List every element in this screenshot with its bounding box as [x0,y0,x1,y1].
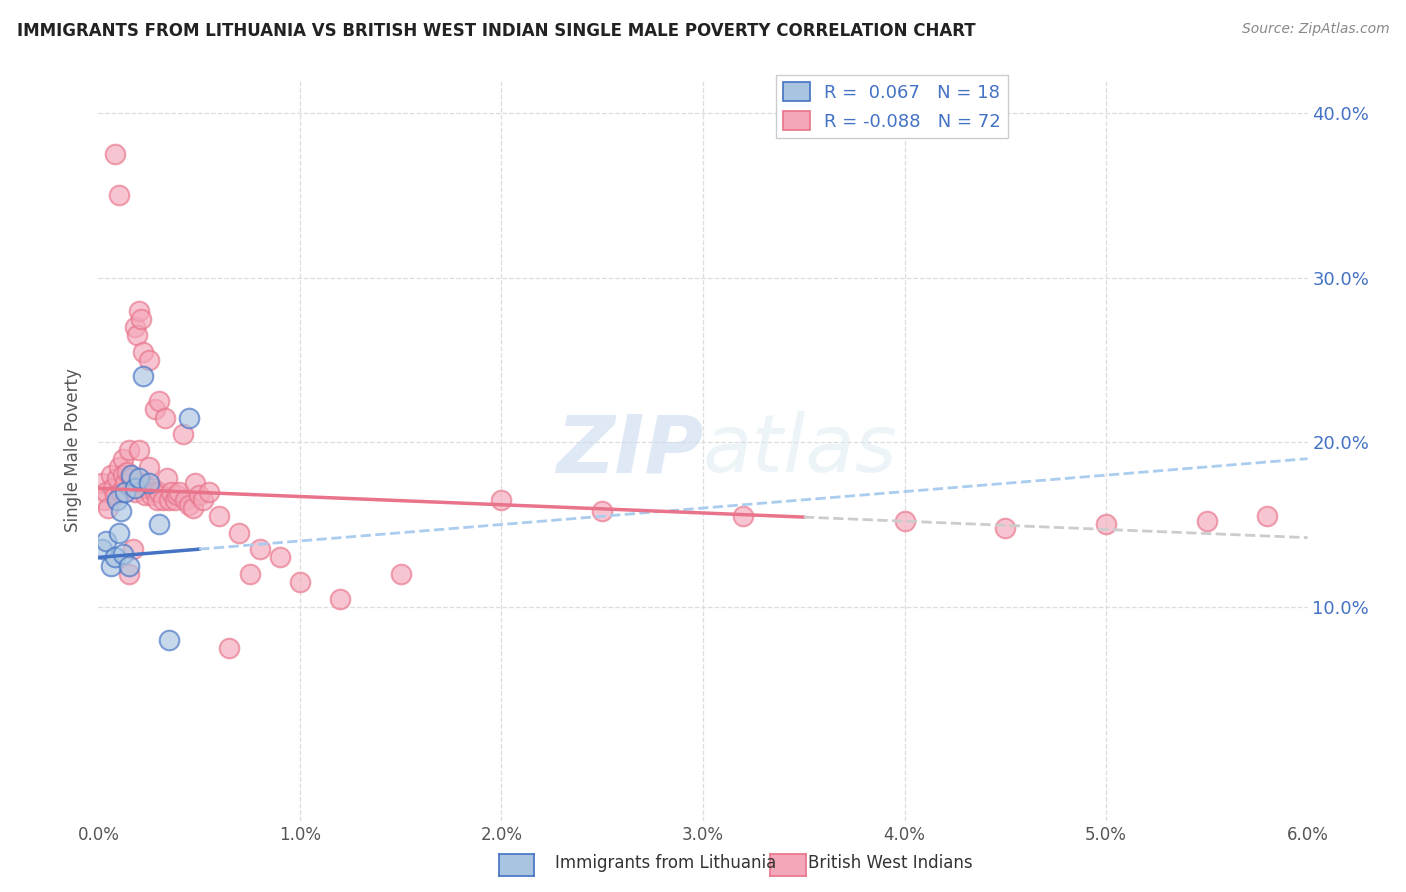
Point [128,303,150,318]
Point [329,591,352,606]
Point [138,459,160,474]
Point [110,484,132,499]
Point [107,188,129,202]
Point [167,484,190,499]
Point [218,640,240,655]
Point [389,566,412,581]
Point [288,575,311,590]
Point [249,542,271,557]
Y-axis label: Single Male Poverty: Single Male Poverty [65,368,83,533]
Point [124,320,146,334]
Point [153,410,176,425]
Point [100,468,122,483]
Point [121,542,143,557]
Point [124,481,146,495]
Point [100,558,122,573]
Point [103,488,125,502]
Point [91,476,114,491]
Point [103,147,125,161]
Point [179,498,201,512]
Point [128,471,150,485]
Point [118,558,141,573]
Point [105,471,128,485]
Point [893,514,915,528]
Point [118,443,141,458]
Point [107,525,129,540]
Point [193,492,215,507]
Point [146,492,169,507]
Point [228,525,250,540]
Point [172,427,194,442]
Point [163,492,186,507]
Point [97,501,120,516]
Point [184,476,207,491]
Point [160,484,183,499]
Point [239,566,262,581]
Point [132,344,155,359]
Point [93,492,115,507]
Point [138,476,160,491]
Point [110,504,132,518]
Point [1195,514,1218,528]
Point [91,542,114,557]
Text: IMMIGRANTS FROM LITHUANIA VS BRITISH WEST INDIAN SINGLE MALE POVERTY CORRELATION: IMMIGRANTS FROM LITHUANIA VS BRITISH WES… [17,22,976,40]
Point [105,492,128,507]
Point [491,492,513,507]
Point [157,632,180,647]
Point [1256,509,1278,524]
Text: British West Indians: British West Indians [808,855,973,872]
Point [143,484,166,499]
Point [111,451,134,466]
Legend: R =  0.067   N = 18, R = -0.088   N = 72: R = 0.067 N = 18, R = -0.088 N = 72 [776,75,1008,137]
Point [132,476,155,491]
Point [132,369,155,384]
Point [143,402,166,417]
Point [129,311,152,326]
Point [120,471,142,485]
Point [166,488,188,502]
Point [174,492,197,507]
Point [157,492,180,507]
Point [269,550,291,565]
Point [148,484,170,499]
Point [148,517,170,532]
Point [101,481,124,495]
Point [128,443,150,458]
Text: ZIP: ZIP [555,411,703,490]
Point [148,394,170,409]
Point [118,566,141,581]
Point [111,468,134,483]
Point [138,353,160,368]
Point [125,328,148,343]
Point [139,488,162,502]
Point [114,484,136,499]
Point [591,504,613,518]
Point [179,410,201,425]
Point [115,465,138,479]
Point [181,501,204,516]
Point [142,481,165,495]
Point [111,547,134,561]
Point [134,488,156,502]
Point [156,471,179,485]
Point [114,476,136,491]
Point [124,484,146,499]
Point [103,550,125,565]
Point [135,481,157,495]
Point [152,492,174,507]
Point [208,509,231,524]
Text: Source: ZipAtlas.com: Source: ZipAtlas.com [1241,22,1389,37]
Point [96,533,118,548]
Point [107,459,129,474]
Point [1095,517,1118,532]
Point [188,488,211,502]
Text: Immigrants from Lithuania: Immigrants from Lithuania [555,855,776,872]
Point [96,484,118,499]
Point [120,468,142,483]
Text: atlas: atlas [703,411,898,490]
Point [733,509,755,524]
Point [994,521,1017,535]
Point [198,484,221,499]
